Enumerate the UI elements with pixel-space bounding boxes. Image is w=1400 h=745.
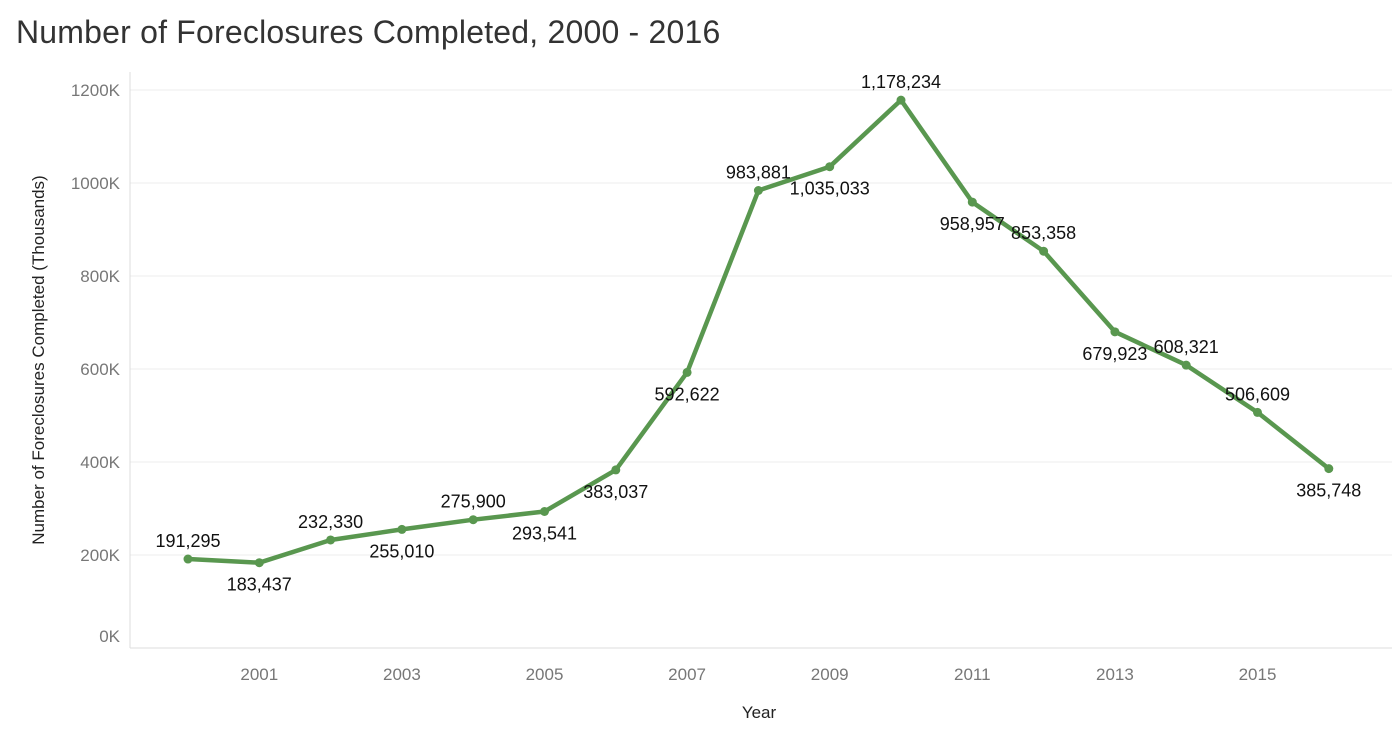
data-point [1110,327,1120,337]
y-tick-label: 800K [80,267,120,286]
data-label: 608,321 [1154,337,1219,357]
y-tick-label: 1000K [71,174,121,193]
data-label: 293,541 [512,524,577,544]
x-tick-label: 2005 [526,665,564,684]
y-tick-label: 0K [99,627,120,646]
data-point [1324,464,1334,474]
data-label: 255,010 [369,541,434,561]
data-point [540,507,549,517]
data-point [397,524,407,534]
data-label: 383,037 [583,482,648,502]
x-tick-label: 2011 [954,665,991,684]
data-point [326,535,336,545]
data-label: 679,923 [1082,344,1147,364]
x-tick-label: 2007 [668,665,706,684]
data-point [254,558,264,568]
data-point [468,515,478,525]
data-label: 506,609 [1225,384,1290,404]
x-tick-label: 2015 [1239,665,1277,684]
data-label: 1,178,234 [861,72,941,92]
data-point [967,197,977,207]
data-point [1039,246,1049,256]
data-point [1253,407,1262,417]
data-point [753,185,763,195]
gridlines [130,89,1392,556]
chart-title: Number of Foreclosures Completed, 2000 -… [16,14,721,50]
y-tick-label: 400K [80,453,120,472]
data-point [682,367,692,377]
data-label: 983,881 [726,162,791,182]
axes: 0K 200K 400K 600K 800K 1000K 1200K 2001 2003 2005… [71,72,1392,684]
data-labels: 191,295 183,437 232,330 255,010 275,900 293,5… [155,72,1361,595]
data-label: 385,748 [1296,481,1361,501]
data-label: 232,330 [298,512,363,532]
x-axis-title: Year [742,703,777,722]
data-label: 1,035,033 [790,179,870,199]
data-point [611,465,621,475]
data-point [183,554,193,564]
x-tick-label: 2009 [811,665,849,684]
data-label: 191,295 [155,531,220,551]
x-tick-label: 2003 [383,665,421,684]
y-tick-label: 200K [80,546,120,565]
data-label: 275,900 [441,492,506,512]
y-tick-label: 1200K [71,81,121,100]
data-label: 958,957 [940,214,1005,234]
data-point [896,95,906,105]
x-tick-label: 2013 [1096,665,1134,684]
y-axis-title: Number of Foreclosures Completed (Thousa… [29,175,48,544]
x-tick-label: 2001 [240,665,278,684]
data-point [825,162,835,172]
data-label: 183,437 [227,575,292,595]
data-label: 853,358 [1011,223,1076,243]
data-point [1181,360,1191,370]
series-layer [183,95,1334,568]
data-label: 592,622 [655,384,720,404]
y-tick-label: 600K [80,360,120,379]
